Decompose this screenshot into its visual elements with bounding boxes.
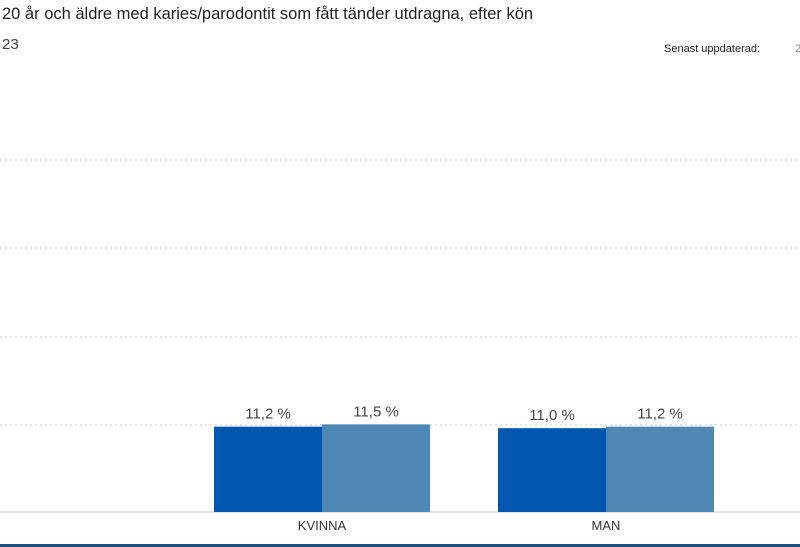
data-label-kvinna-series-0: 11,2 % <box>245 406 291 423</box>
category-labels: KVINNA MAN <box>298 518 621 533</box>
data-label-man-series-0: 11,0 % <box>529 407 575 424</box>
category-label-kvinna: KVINNA <box>298 518 347 533</box>
last-updated-value: 2 <box>795 43 800 55</box>
data-label-kvinna-series-1: 11,5 % <box>353 403 399 420</box>
category-label-man: MAN <box>592 518 621 533</box>
chart-subtitle: 23 <box>2 36 19 53</box>
bar-kvinna-series-0 <box>214 426 322 512</box>
bar-man-series-1 <box>606 426 714 512</box>
data-label-man-series-1: 11,2 % <box>637 406 683 423</box>
bar-man-series-0 <box>498 428 606 512</box>
last-updated-label: Senast uppdaterad: <box>664 43 761 55</box>
bars <box>214 424 714 512</box>
bar-kvinna-series-1 <box>322 424 430 512</box>
data-labels: 11,2 % 11,5 % 11,0 % 11,2 % <box>245 403 683 424</box>
chart-title: 20 år och äldre med karies/parodontit so… <box>2 5 534 23</box>
